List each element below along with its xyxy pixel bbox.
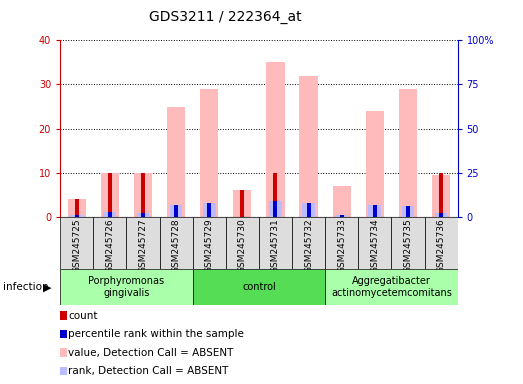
Bar	[325, 217, 358, 269]
Bar	[60, 269, 192, 305]
Bar	[333, 186, 351, 217]
Bar	[306, 203, 311, 217]
Text: control: control	[242, 282, 276, 292]
Text: Aggregatibacter
actinomycetemcomitans: Aggregatibacter actinomycetemcomitans	[331, 276, 452, 298]
Bar	[104, 212, 116, 217]
Text: percentile rank within the sample: percentile rank within the sample	[68, 329, 244, 339]
Bar	[127, 217, 160, 269]
Bar	[325, 269, 458, 305]
Bar	[366, 111, 384, 217]
Bar	[70, 215, 83, 217]
Text: GSM245725: GSM245725	[72, 218, 81, 273]
Bar	[399, 89, 417, 217]
Bar	[335, 215, 348, 217]
Bar	[207, 203, 211, 217]
Bar	[108, 212, 112, 217]
Bar	[75, 215, 78, 217]
Bar	[406, 206, 410, 217]
Text: GSM245732: GSM245732	[304, 218, 313, 273]
Bar	[60, 217, 93, 269]
Text: GSM245733: GSM245733	[337, 218, 346, 273]
Bar	[425, 217, 458, 269]
Bar	[226, 217, 259, 269]
Bar	[435, 214, 448, 217]
Bar	[160, 217, 192, 269]
Text: GSM245734: GSM245734	[370, 218, 379, 273]
Text: Porphyromonas
gingivalis: Porphyromonas gingivalis	[88, 276, 164, 298]
Bar	[368, 205, 381, 217]
Bar	[402, 206, 414, 217]
Text: GSM245727: GSM245727	[139, 218, 147, 273]
Bar	[300, 76, 317, 217]
Bar	[167, 107, 185, 217]
Bar	[134, 173, 152, 217]
Text: GSM245726: GSM245726	[105, 218, 115, 273]
Bar	[200, 89, 218, 217]
Bar	[93, 217, 127, 269]
Bar	[192, 217, 226, 269]
Text: ▶: ▶	[43, 282, 52, 292]
Bar	[340, 215, 344, 217]
Bar	[233, 190, 252, 217]
Bar	[101, 173, 119, 217]
Bar	[67, 199, 86, 217]
Bar	[274, 173, 277, 217]
Bar	[192, 269, 325, 305]
Bar	[203, 203, 215, 217]
Text: GSM245729: GSM245729	[204, 218, 214, 273]
Text: infection: infection	[3, 282, 48, 292]
Text: value, Detection Call = ABSENT: value, Detection Call = ABSENT	[68, 348, 234, 358]
Bar	[108, 173, 112, 217]
Bar	[75, 199, 78, 217]
Bar	[137, 214, 150, 217]
Bar	[241, 190, 244, 217]
Text: GSM245736: GSM245736	[437, 218, 446, 273]
Text: GSM245728: GSM245728	[172, 218, 180, 273]
Bar	[269, 201, 282, 217]
Bar	[391, 217, 425, 269]
Bar	[439, 173, 443, 217]
Text: GDS3211 / 222364_at: GDS3211 / 222364_at	[149, 10, 301, 23]
Bar	[292, 217, 325, 269]
Bar	[358, 217, 391, 269]
Bar	[432, 175, 450, 217]
Text: GSM245735: GSM245735	[403, 218, 413, 273]
Bar	[174, 205, 178, 217]
Bar	[302, 203, 315, 217]
Text: count: count	[68, 311, 98, 321]
Text: GSM245731: GSM245731	[271, 218, 280, 273]
Text: GSM245730: GSM245730	[238, 218, 247, 273]
Text: rank, Detection Call = ABSENT: rank, Detection Call = ABSENT	[68, 366, 229, 376]
Bar	[266, 62, 285, 217]
Bar	[373, 205, 377, 217]
Bar	[141, 173, 145, 217]
Bar	[141, 214, 145, 217]
Bar	[259, 217, 292, 269]
Bar	[169, 205, 183, 217]
Bar	[439, 214, 443, 217]
Bar	[274, 201, 277, 217]
